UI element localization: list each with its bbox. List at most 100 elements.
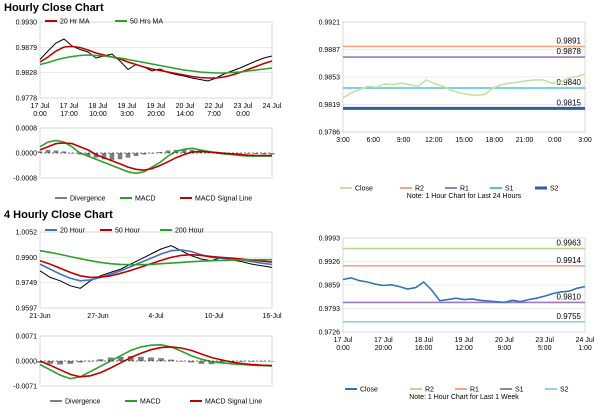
x-tick-label: 10-Jul (204, 313, 224, 320)
y-tick-label: 0.9859 (319, 283, 341, 290)
legend-label: 200 Hour (175, 228, 204, 235)
y-tick-label: 0.9726 (319, 330, 341, 337)
x-tick-label: 23 Jul (535, 337, 554, 344)
x-tick-label: 19 Jul (455, 337, 474, 344)
x-tick-label: 12:00 (455, 345, 473, 352)
legend-label: R1 (470, 387, 479, 394)
legend-label: S1 (515, 387, 524, 394)
level-label-r2: 0.9963 (557, 239, 582, 248)
x-tick-label: 18:00 (485, 137, 503, 144)
x-tick-label: 16:00 (415, 345, 433, 352)
x-tick-label: 20:00 (147, 111, 165, 118)
y-tick-label: -0.0071 (13, 384, 37, 391)
y-tick-label: 0.9749 (16, 280, 38, 287)
legend-label: Close (355, 186, 373, 193)
x-tick-label: 19 Jul (118, 103, 137, 110)
x-tick-label: 12:00 (425, 137, 443, 144)
x-tick-label: 3:00 (578, 137, 592, 144)
y-tick-label: 0.0000 (16, 359, 38, 366)
divergence-bar (253, 153, 259, 154)
legend-label: MACD Signal Line (195, 196, 252, 203)
legend-label: Close (360, 387, 378, 394)
divergence-bar (141, 153, 147, 155)
series-line-50-hrs-ma (39, 54, 273, 74)
level-label-r1: 0.9914 (557, 256, 582, 265)
divergence-bar (133, 153, 139, 157)
y-tick-label: 0.9597 (16, 306, 38, 313)
series-line-200-hour (39, 249, 272, 266)
legend-label: MACD (140, 399, 161, 406)
y-tick-label: 0.9828 (16, 70, 38, 77)
x-tick-label: 5:00 (538, 345, 552, 352)
series-line-macd-signal-line (39, 346, 273, 378)
plot-frame (39, 21, 273, 99)
divergence-bar (168, 359, 175, 361)
x-tick-label: 9:00 (498, 345, 512, 352)
y-tick-label: 0.9819 (319, 102, 341, 109)
legend-label: 50 Hour (115, 228, 141, 235)
hourly-macd-chart: 0.0008 0.0000 -0.0008 Divergence MACD MACD Si… (13, 126, 275, 203)
divergence-bar (85, 153, 91, 157)
divergence-bar (101, 153, 107, 160)
x-tick-label: 14:00 (176, 111, 194, 118)
legend-label: Divergence (65, 399, 101, 406)
divergence-bar (269, 153, 275, 155)
y-tick-label: 0.9853 (319, 75, 341, 82)
divergence-bar (97, 359, 104, 361)
x-tick-label: 17 Jul (334, 337, 353, 344)
y-tick-label: 0.9778 (16, 96, 38, 103)
divergence-bar (269, 361, 275, 362)
divergence-bar (87, 361, 94, 362)
divergence-bar (125, 153, 131, 158)
y-tick-label: 0.9993 (319, 236, 341, 243)
divergence-bar (117, 356, 124, 361)
divergence-bar (57, 361, 64, 365)
x-tick-label: 22 Jul (205, 103, 224, 110)
hourly-section-title: Hourly Close Chart (4, 2, 104, 14)
x-tick-label: 20 Jul (495, 337, 514, 344)
plot-frame (39, 231, 273, 309)
series-line-20-hour (39, 249, 273, 282)
x-tick-label: 17 Jul (31, 103, 50, 110)
divergence-bar (137, 356, 144, 361)
series-line-macd-signal-line (39, 142, 272, 172)
x-tick-label: 27-Jun (87, 313, 109, 320)
x-tick-label: 4-Jul (148, 313, 164, 320)
x-tick-label: 16-Jul (262, 313, 282, 320)
y-tick-label: 0.9926 (319, 259, 341, 266)
four-hourly-section-title: 4 Hourly Close Chart (4, 209, 113, 221)
x-tick-label: 10:00 (89, 111, 107, 118)
x-tick-label: 19 Jul (147, 103, 166, 110)
x-tick-label: 17:00 (60, 111, 78, 118)
y-tick-label: 0.9930 (16, 20, 38, 27)
x-tick-label: 23 Jul (234, 103, 253, 110)
divergence-bar (117, 153, 123, 160)
y-tick-label: 0.0008 (16, 126, 38, 133)
divergence-bar (107, 357, 114, 361)
x-tick-label: 0:00 (236, 111, 250, 118)
legend-label: Divergence (70, 196, 106, 203)
y-tick-label: -0.0008 (13, 176, 37, 183)
divergence-bar (261, 153, 267, 155)
divergence-bar (77, 361, 84, 363)
level-label-s1: 0.9810 (557, 292, 582, 301)
x-tick-label: 7:00 (207, 111, 221, 118)
y-tick-label: 0.9786 (319, 130, 341, 137)
divergence-bar (61, 151, 67, 153)
chart-note: Note: 1 Hour Chart for Last 1 Week (409, 394, 519, 401)
divergence-bar (165, 150, 171, 153)
divergence-bar (245, 153, 251, 154)
y-tick-label: 0.0071 (16, 334, 38, 341)
level-label-s2: 0.9815 (557, 98, 582, 107)
x-tick-label: 6:00 (366, 137, 380, 144)
series-line-close (342, 276, 586, 304)
legend-label: R1 (460, 186, 469, 193)
x-tick-label: 15:00 (455, 137, 473, 144)
y-tick-label: 0.9900 (16, 255, 38, 262)
y-tick-label: 0.9887 (319, 47, 341, 54)
x-tick-label: 0:00 (548, 137, 562, 144)
y-tick-label: 0.0000 (16, 151, 38, 158)
